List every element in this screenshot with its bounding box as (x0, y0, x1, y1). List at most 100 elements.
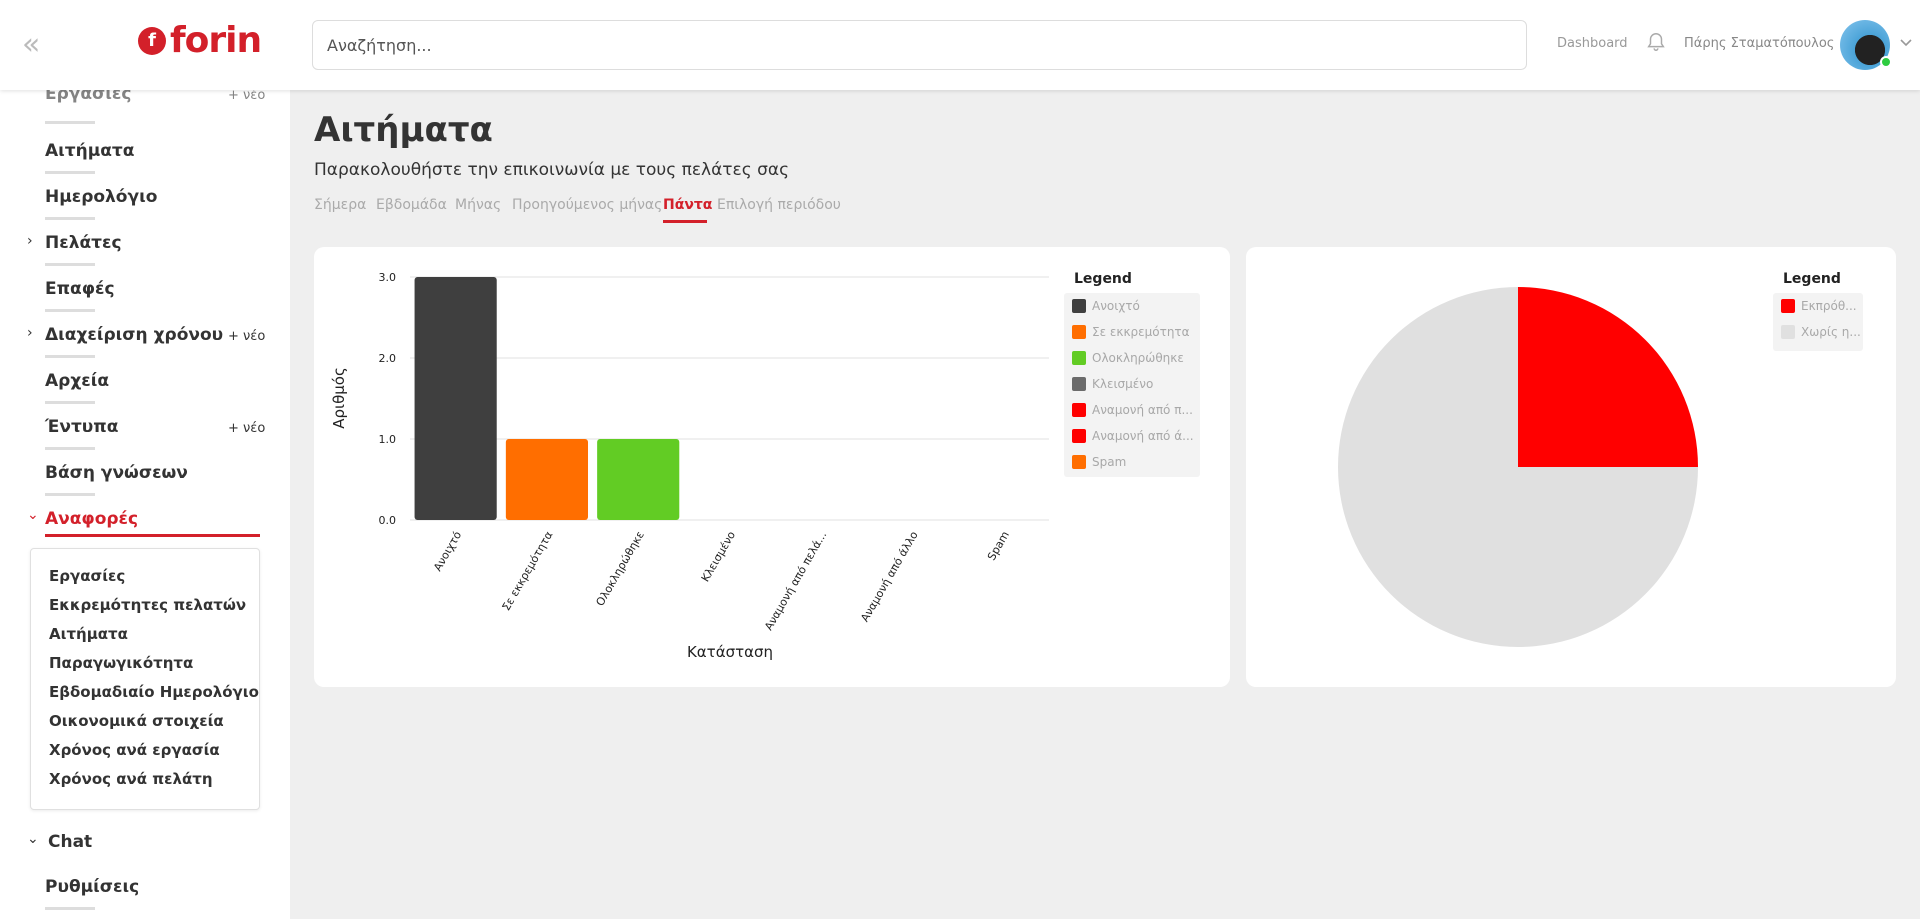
x-axis-label: Κατάσταση (687, 643, 773, 661)
legend-label: Σε εκκρεμότητα (1092, 325, 1190, 339)
legend-swatch (1781, 299, 1795, 313)
legend-title: Legend (1783, 271, 1841, 287)
legend-label: Ανοιχτό (1092, 299, 1140, 313)
sidebar-item-contacts[interactable]: Επαφές (45, 279, 115, 312)
sidebar-item-label: Επαφές (45, 279, 115, 299)
legend-label: Κλεισμένο (1092, 377, 1154, 391)
y-tick-label: 0.0 (379, 514, 397, 527)
bar-legend: Ανοιχτό Σε εκκρεμότητα Ολοκληρώθηκε Κλει… (1064, 293, 1200, 477)
sidebar-item-calendar[interactable]: Ημερολόγιο (45, 187, 158, 220)
top-header: « f forin Dashboard Πάρης Σταματόπουλος (0, 0, 1920, 90)
tab-all[interactable]: Πάντα (663, 197, 713, 213)
sidebar-item-chat[interactable]: Chat (48, 832, 93, 852)
legend-swatch (1072, 299, 1086, 313)
x-tick-label: Ολοκληρώθηκε (593, 529, 646, 608)
sidebar-item-knowledge-base[interactable]: Βάση γνώσεων (45, 463, 188, 496)
nav-underline (45, 309, 95, 312)
chevron-right-icon[interactable]: › (27, 233, 33, 249)
bar (505, 439, 589, 520)
bar (414, 277, 497, 520)
time-new-link[interactable]: + νέο (228, 329, 266, 344)
nav-underline (45, 401, 95, 404)
pie-slice (1518, 287, 1698, 467)
legend-swatch (1072, 377, 1086, 391)
legend-item[interactable]: Ανοιχτό (1072, 299, 1140, 313)
submenu-item[interactable]: Οικονομικά στοιχεία (49, 712, 224, 730)
pie-chart (1338, 287, 1698, 647)
submenu-item[interactable]: Χρόνος ανά πελάτη (49, 770, 213, 788)
submenu-item[interactable]: Παραγωγικότητα (49, 654, 194, 672)
nav-underline (45, 171, 95, 174)
y-axis-label: Αριθμός (330, 367, 348, 429)
tab-today[interactable]: Σήμερα (314, 197, 367, 213)
bar-chart-card: 0.0 1.0 2.0 3.0 Ανοιχτό Σε εκκρεμότητα Ολοκλη… (314, 247, 1230, 687)
sidebar-item-settings[interactable]: Ρυθμίσεις (45, 877, 139, 910)
legend-swatch (1072, 429, 1086, 443)
chevron-down-icon[interactable]: ⌄ (27, 507, 39, 523)
legend-item[interactable]: Κλεισμένο (1072, 377, 1153, 391)
sidebar-item-label: Αιτήματα (45, 141, 135, 161)
sidebar-item-clients[interactable]: Πελάτες (45, 233, 122, 266)
nav-underline (45, 355, 95, 358)
user-name[interactable]: Πάρης Σταματόπουλος (1684, 36, 1835, 51)
avatar[interactable] (1840, 20, 1892, 70)
logo-mark-icon: f (138, 26, 166, 55)
y-tick-label: 3.0 (379, 271, 397, 284)
submenu-item[interactable]: Χρόνος ανά εργασία (49, 741, 220, 759)
sidebar-item-time-management[interactable]: Διαχείριση χρόνου (45, 325, 224, 358)
logo-text: forin (170, 20, 262, 61)
legend-item[interactable]: Εκπρόθ... (1781, 299, 1857, 313)
pie-slice (1338, 287, 1698, 647)
tab-month[interactable]: Μήνας (455, 197, 502, 213)
sidebar-item-tickets[interactable]: Αιτήματα (45, 141, 135, 174)
chevron-right-icon[interactable]: › (27, 325, 33, 341)
sidebar-item-files[interactable]: Αρχεία (45, 371, 110, 404)
legend-swatch (1072, 455, 1086, 469)
tab-select-period[interactable]: Επιλογή περιόδου (717, 197, 841, 213)
tab-previous-month[interactable]: Προηγούμενος μήνας (512, 197, 663, 213)
legend-label: Εκπρόθ... (1801, 299, 1857, 313)
forms-new-link[interactable]: + νέο (228, 421, 266, 436)
sidebar-item-label: Αρχεία (45, 371, 110, 391)
dashboard-link[interactable]: Dashboard (1557, 36, 1628, 51)
legend-label: Ολοκληρώθηκε (1092, 351, 1184, 365)
legend-item[interactable]: Σε εκκρεμότητα (1072, 325, 1190, 339)
x-tick-label: Κλεισμένο (699, 529, 738, 584)
x-tick-label: Αναμονή από πελά... (762, 529, 829, 633)
chevron-down-icon[interactable]: ⌄ (27, 831, 39, 847)
chevron-down-icon[interactable] (1898, 34, 1914, 50)
legend-label: Αναμονή από π... (1092, 403, 1193, 417)
page-subtitle: Παρακολουθήστε την επικοινωνία με τους π… (314, 160, 790, 180)
logo[interactable]: f forin (138, 20, 262, 61)
nav-underline (45, 447, 95, 450)
sidebar-item-label: Ημερολόγιο (45, 187, 158, 207)
sidebar-item-label: Βάση γνώσεων (45, 463, 188, 483)
submenu-item[interactable]: Εκκρεμότητες πελατών (49, 596, 247, 614)
bell-icon[interactable] (1645, 30, 1667, 54)
legend-item[interactable]: Ολοκληρώθηκε (1072, 351, 1184, 365)
sidebar-item-reports[interactable]: Αναφορές (45, 509, 139, 529)
nav-underline (45, 907, 95, 910)
active-tab-indicator (663, 220, 707, 223)
tab-week[interactable]: Εβδομάδα (376, 197, 447, 213)
sidebar-item-label: Διαχείριση χρόνου (45, 325, 224, 345)
legend-item[interactable]: Χωρίς η... (1781, 325, 1861, 339)
sidebar-item-partial[interactable]: Εργασίες (45, 90, 132, 104)
submenu-item[interactable]: Εργασίες (49, 567, 126, 585)
legend-item[interactable]: Spam (1072, 455, 1126, 469)
search-input[interactable] (312, 20, 1527, 70)
x-tick-label: Ανοιχτό (431, 529, 464, 574)
legend-title: Legend (1074, 271, 1132, 287)
legend-item[interactable]: Αναμονή από π... (1072, 403, 1193, 417)
reports-submenu: Εργασίες Εκκρεμότητες πελατών Αιτήματα Π… (30, 548, 260, 810)
submenu-item[interactable]: Αιτήματα (49, 625, 128, 643)
collapse-sidebar-icon[interactable]: « (22, 27, 41, 62)
bar-chart: 0.0 1.0 2.0 3.0 Ανοιχτό Σε εκκρεμότητα Ολοκλη… (330, 271, 1049, 661)
legend-item[interactable]: Αναμονή από ά... (1072, 429, 1194, 443)
nav-underline (45, 493, 95, 496)
sidebar-item-label: Έντυπα (45, 417, 119, 437)
sidebar-item-forms[interactable]: Έντυπα (45, 417, 119, 450)
submenu-item[interactable]: Εβδομαδιαίο Ημερολόγιο (49, 683, 259, 701)
legend-swatch (1781, 325, 1795, 339)
partial-new-link[interactable]: + νέο (228, 90, 266, 103)
